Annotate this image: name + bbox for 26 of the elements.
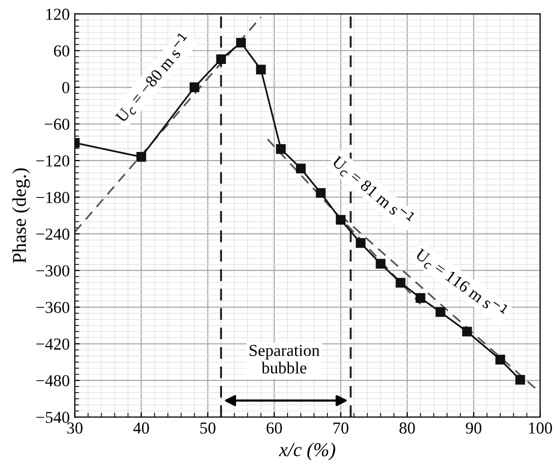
y-tick-label: −240 [36, 228, 70, 240]
x-tick-label: 30 [67, 422, 82, 434]
x-tick-label: 80 [399, 422, 415, 434]
x-axis-title: x/c (%) [278, 442, 336, 460]
y-tick-label: −60 [44, 118, 70, 130]
x-tick-label: 40 [133, 422, 149, 434]
x-tick-label: 90 [466, 422, 482, 434]
y-tick-label: 60 [54, 45, 70, 57]
y-tick-label: −540 [36, 412, 70, 424]
x-tick-label: 100 [529, 422, 552, 434]
y-tick-label: −120 [36, 155, 70, 167]
y-tick-label: 0 [62, 82, 70, 94]
y-tick-label: −180 [36, 192, 70, 204]
y-tick-label: −480 [36, 375, 70, 386]
x-tick-label: 70 [333, 422, 348, 434]
x-tick-label: 50 [200, 422, 216, 434]
y-tick-label: 120 [46, 8, 70, 20]
y-tick-label: −360 [36, 302, 70, 314]
y-tick-label: −300 [36, 265, 70, 276]
annotation: Separation bubble [250, 344, 320, 374]
x-tick-label: 60 [266, 422, 282, 434]
annotation: U$_{c}$ = −80 m s$^{−1}$ [112, 32, 194, 126]
y-axis-title: Phase (deg.) [12, 168, 30, 264]
y-tick-label: −420 [36, 338, 70, 350]
annotation: U$_{c}$ = 81 m s$^{−1}$ [330, 152, 416, 228]
annotation: U$_{c}$ = 116 m s$^{−1}$ [412, 244, 509, 322]
